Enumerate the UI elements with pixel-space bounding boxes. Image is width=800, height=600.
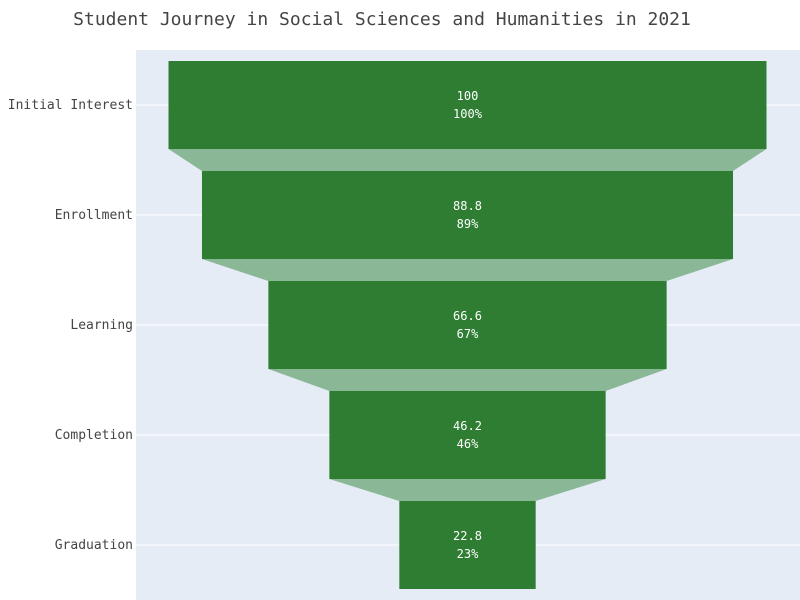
percent-label: 100%: [453, 107, 483, 121]
value-label: 22.8: [453, 529, 482, 543]
category-label: Initial Interest: [8, 98, 133, 113]
value-label: 88.8: [453, 199, 482, 213]
value-label: 66.6: [453, 309, 482, 323]
category-label: Enrollment: [55, 208, 133, 223]
percent-label: 23%: [457, 547, 479, 561]
percent-label: 46%: [457, 437, 479, 451]
funnel-bar[interactable]: [268, 281, 667, 369]
funnel-bar[interactable]: [399, 501, 536, 589]
percent-label: 89%: [457, 217, 479, 231]
percent-label: 67%: [457, 327, 479, 341]
funnel-bar[interactable]: [168, 61, 767, 149]
funnel-connector: [168, 149, 767, 171]
category-label: Learning: [70, 318, 133, 333]
chart-title: Student Journey in Social Sciences and H…: [73, 9, 691, 30]
funnel-connector: [268, 369, 667, 391]
value-label: 46.2: [453, 419, 482, 433]
funnel-connector: [201, 259, 734, 281]
category-label: Completion: [55, 428, 133, 443]
funnel-bar[interactable]: [201, 171, 734, 259]
category-label: Graduation: [55, 538, 133, 553]
funnel-bar[interactable]: [329, 391, 606, 479]
value-label: 100: [457, 89, 479, 103]
funnel-connector: [329, 479, 606, 501]
